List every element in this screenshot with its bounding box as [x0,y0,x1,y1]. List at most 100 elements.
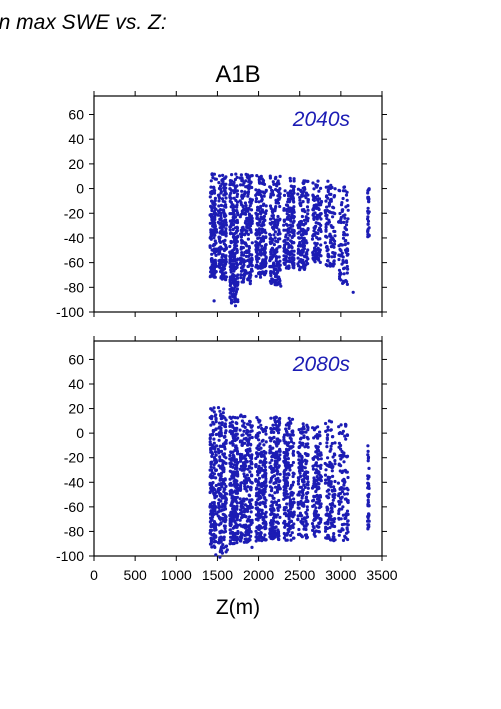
data-point [231,507,235,511]
data-point [288,233,292,237]
data-point [214,417,218,421]
data-point [272,268,277,272]
data-point [247,180,251,184]
data-point [318,213,322,217]
data-point [263,465,267,469]
data-point [233,215,237,219]
data-point [275,490,279,494]
data-point [313,463,317,467]
data-point [233,416,237,420]
data-point [254,193,258,197]
data-point [288,468,292,472]
data-point [270,270,274,274]
data-point [259,531,263,535]
data-point [273,491,277,495]
data-point [329,444,333,448]
data-point [271,180,275,184]
data-point [273,463,277,467]
data-point [249,459,253,463]
data-point [234,229,239,234]
data-point [244,254,248,258]
data-point [285,482,289,486]
data-point [274,182,278,186]
data-point [291,502,295,506]
data-point [317,449,321,453]
data-point [283,479,287,483]
data-point [238,523,242,527]
data-point [330,466,334,470]
data-point [209,465,213,469]
data-point [367,525,371,529]
data-point [247,515,252,519]
data-point [292,200,296,204]
data-point [324,199,328,203]
data-point [239,269,244,273]
data-point [327,204,331,208]
data-point [366,477,370,481]
data-point [264,440,268,444]
y-tick-label: 0 [76,181,84,197]
data-point [214,453,218,457]
data-point [243,259,247,263]
data-point [230,424,234,428]
data-point [346,499,350,503]
data-point [341,189,346,193]
data-point [328,449,332,453]
data-point [228,261,232,265]
data-point [332,260,336,264]
data-point [324,513,328,517]
data-point [366,215,370,219]
data-point [212,493,217,497]
data-point [342,185,346,189]
data-point [210,454,214,458]
data-point [272,243,276,247]
data-point [228,415,232,419]
data-point [337,463,341,467]
data-point [228,244,232,249]
data-point [343,216,347,220]
data-point [271,522,275,526]
data-point [273,230,277,234]
data-point [271,214,275,218]
data-point [250,466,254,470]
data-point [306,208,310,212]
data-point [331,455,335,459]
data-point [278,245,282,249]
data-point [243,441,247,445]
data-point [282,450,286,455]
data-point [229,241,233,245]
x-axis-label: Z(m) [216,596,260,619]
data-point [221,275,225,279]
data-point [214,476,218,480]
data-point [236,234,240,238]
x-tick-label: 0 [90,567,98,583]
data-point [287,517,291,521]
data-point [338,469,342,473]
data-point [344,228,349,232]
data-point [259,181,263,185]
data-point [220,269,224,273]
data-point [260,244,264,248]
data-point [319,199,324,204]
data-point [284,423,288,427]
data-point [296,532,301,537]
data-point [242,263,246,267]
data-point [259,446,263,450]
data-point [299,485,303,489]
data-point [264,538,268,542]
data-point [296,479,300,483]
data-point [325,463,329,467]
data-point [306,453,310,457]
data-point [233,519,237,523]
data-point [324,228,328,232]
data-point [256,223,260,227]
data-point [339,447,343,451]
data-point [299,514,303,518]
data-point [296,482,301,486]
data-point [233,460,237,464]
data-point [241,524,245,528]
data-point [240,516,244,520]
data-point [304,536,309,540]
data-point [333,187,337,191]
